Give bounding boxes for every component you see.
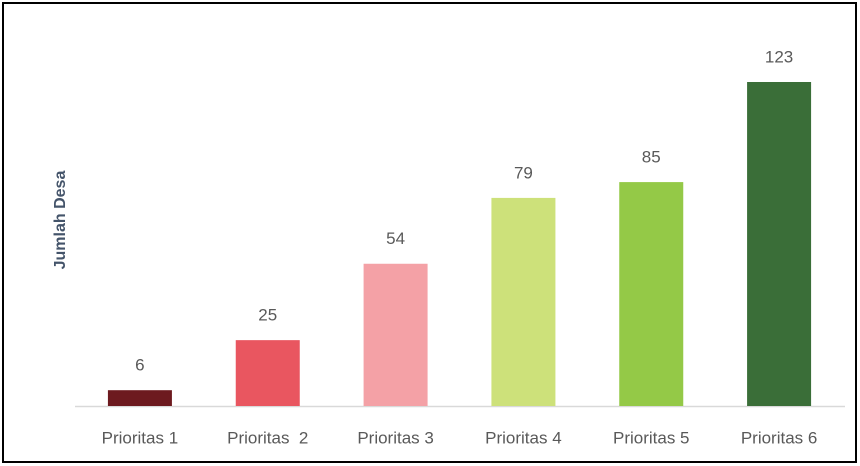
data-label: 79 (514, 163, 533, 182)
x-tick-label: Prioritas 5 (613, 428, 690, 447)
data-label: 54 (386, 229, 405, 248)
bar (235, 340, 300, 406)
bar (747, 82, 812, 406)
bar (491, 197, 556, 406)
bar (619, 182, 684, 406)
data-label: 85 (642, 148, 661, 167)
bar (363, 263, 428, 406)
data-label: 25 (258, 306, 277, 325)
x-tick-label: Prioritas 2 (227, 428, 308, 447)
y-axis-label: Jumlah Desa (52, 171, 69, 270)
bar (107, 390, 172, 406)
x-tick-label: Prioritas 6 (741, 428, 818, 447)
x-tick-label: Prioritas 1 (102, 428, 179, 447)
data-label: 6 (135, 356, 144, 375)
x-tick-label: Prioritas 4 (485, 428, 562, 447)
x-tick-label: Prioritas 3 (357, 428, 434, 447)
data-label: 123 (765, 47, 793, 66)
